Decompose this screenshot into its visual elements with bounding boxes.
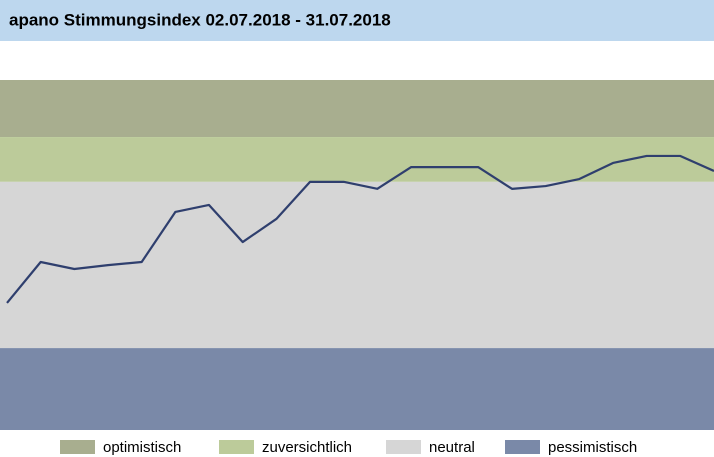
legend-swatch <box>60 440 95 454</box>
band <box>0 348 714 430</box>
legend-swatch <box>219 440 254 454</box>
line <box>6 154 714 304</box>
legend-label: zuversichtlich <box>262 439 352 456</box>
legend-label: neutral <box>429 439 475 456</box>
band <box>0 137 714 182</box>
legend-swatch <box>505 440 540 454</box>
legend-label: pessimistisch <box>548 439 637 456</box>
band <box>0 80 714 138</box>
legend-label: optimistisch <box>103 439 181 456</box>
chart-title: apano Stimmungsindex 02.07.2018 - 31.07.… <box>9 10 391 29</box>
legend-swatch <box>386 440 421 454</box>
title-bar <box>0 0 714 41</box>
